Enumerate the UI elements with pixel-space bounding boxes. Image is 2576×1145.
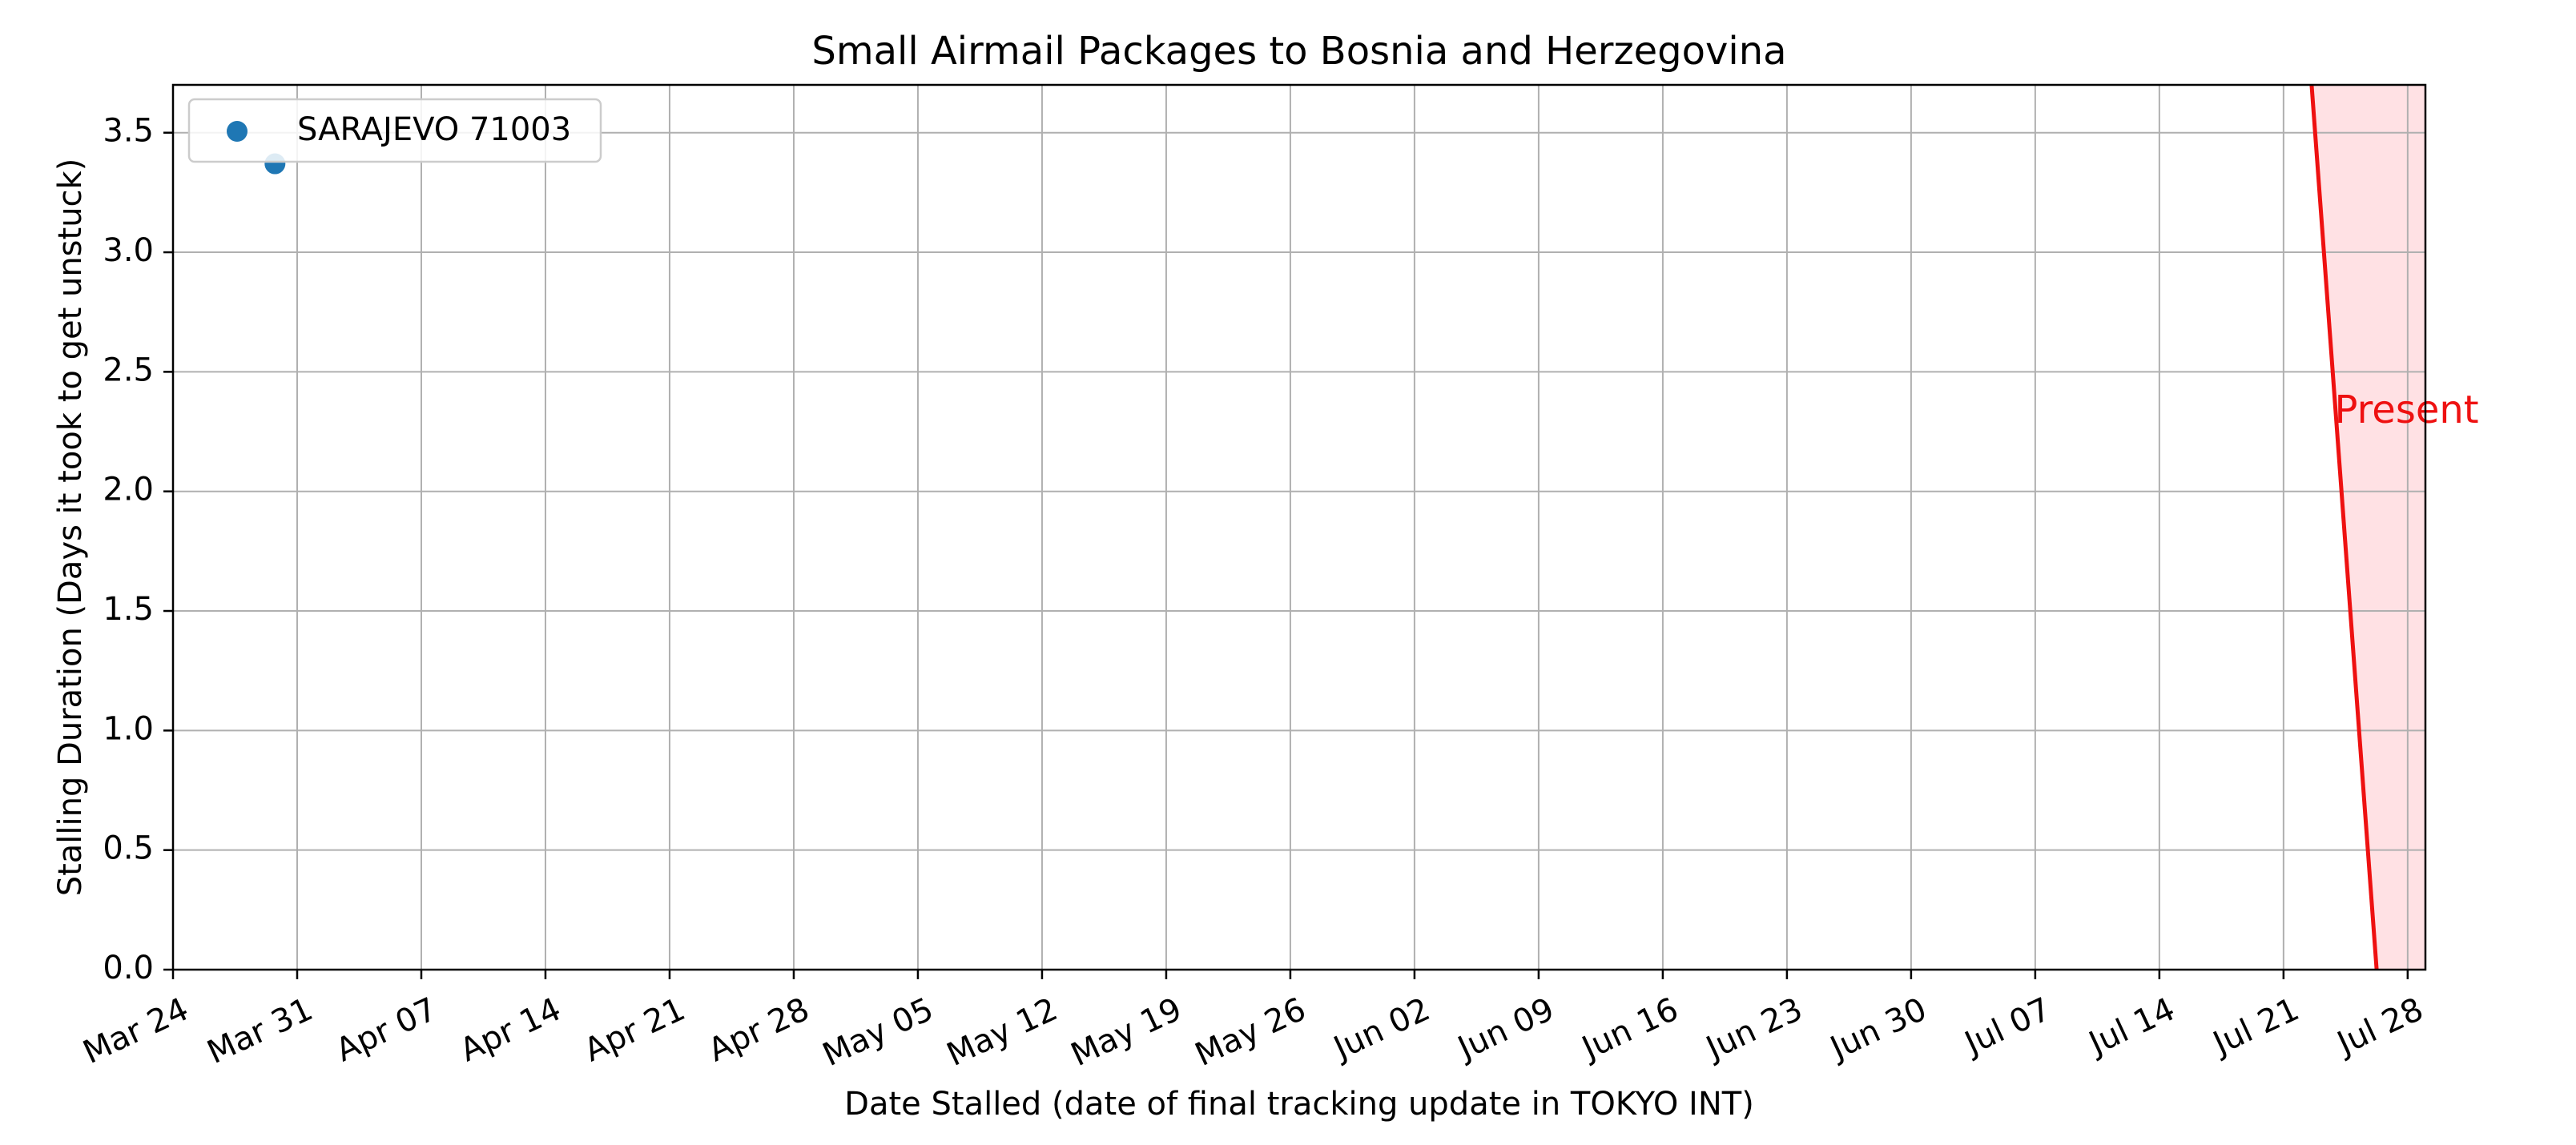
present-label: Present <box>2335 388 2479 432</box>
chart-title: Small Airmail Packages to Bosnia and Her… <box>811 29 1786 74</box>
y-tick-label: 0.0 <box>103 950 154 986</box>
present-marker: Present <box>2309 84 2479 970</box>
plot-frame <box>171 83 2427 971</box>
x-axis-label: Date Stalled (date of final tracking upd… <box>844 1086 1754 1123</box>
y-tick-label: 2.5 <box>103 352 154 388</box>
y-axis-ticks: 0.0 0.5 1.0 1.5 2.0 2.5 3.0 3.5 <box>103 113 173 986</box>
present-line <box>2309 84 2379 970</box>
y-tick-label: 2.0 <box>103 472 154 508</box>
y-tick-label: 1.5 <box>103 591 154 628</box>
y-axis-label: Stalling Duration (Days it took to get u… <box>52 159 89 897</box>
present-shade <box>2311 85 2425 970</box>
y-tick-label: 3.0 <box>103 232 154 269</box>
legend: SARAJEVO 71003 <box>187 98 602 163</box>
y-tick-label: 0.5 <box>103 830 154 867</box>
grid <box>172 85 2425 970</box>
present-shade-layer <box>2311 85 2425 970</box>
y-tick-label: 1.0 <box>103 710 154 747</box>
legend-label-sarajevo: SARAJEVO 71003 <box>297 111 571 148</box>
y-tick-label: 3.5 <box>103 113 154 150</box>
legend-marker-sarajevo <box>227 121 248 142</box>
legend-box <box>187 98 602 163</box>
